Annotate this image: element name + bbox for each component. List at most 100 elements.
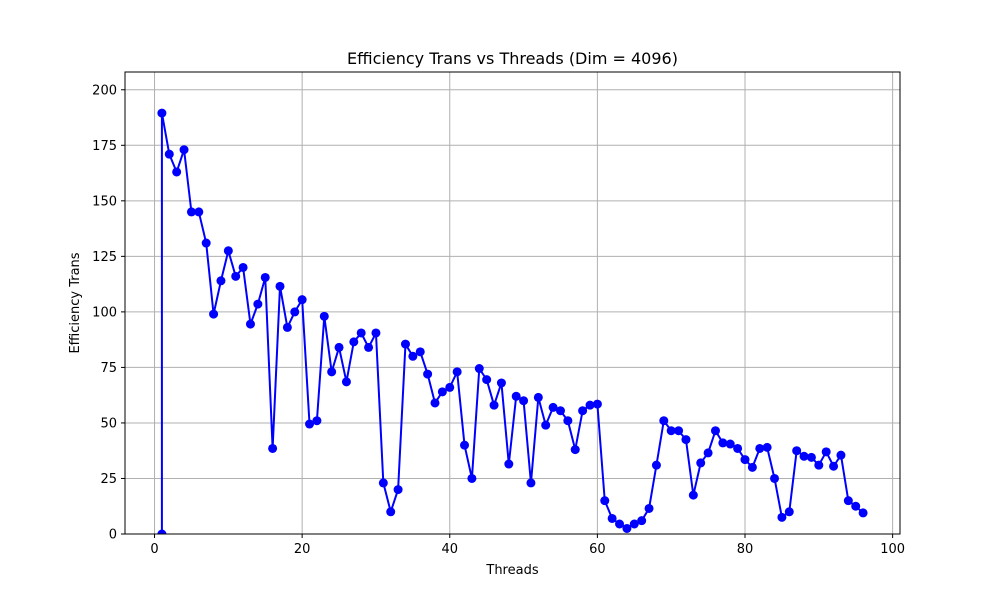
data-point [268, 443, 278, 453]
data-point [371, 328, 381, 338]
data-point [858, 508, 868, 518]
data-point [253, 299, 263, 309]
data-point [710, 426, 720, 436]
y-tick-label: 50 [100, 416, 117, 431]
data-point [290, 307, 300, 317]
data-point [460, 440, 470, 450]
y-tick-label: 150 [92, 194, 117, 209]
grid [125, 72, 900, 535]
data-point [533, 392, 543, 402]
data-point [718, 438, 728, 448]
data-point [445, 382, 455, 392]
data-point [297, 295, 307, 305]
data-point [836, 450, 846, 460]
data-point [681, 435, 691, 445]
data-point [806, 452, 816, 462]
data-point [209, 309, 219, 319]
data-point [437, 387, 447, 397]
data-point [489, 400, 499, 410]
data-point [615, 519, 625, 529]
data-point [452, 367, 462, 377]
y-axis-ticks: 0 25 50 75 100 125 150 175 200 [92, 83, 125, 543]
data-point [592, 399, 602, 409]
data-point [393, 485, 403, 495]
data-point [674, 426, 684, 436]
data-point [408, 351, 418, 361]
x-tick-label: 80 [737, 542, 754, 557]
data-point [378, 478, 388, 488]
y-tick-label: 125 [92, 250, 117, 265]
data-point [282, 322, 292, 332]
series-group [157, 108, 868, 534]
data-point [349, 337, 359, 347]
data-point [770, 473, 780, 483]
data-point [629, 519, 639, 529]
data-point [733, 443, 743, 453]
data-point [231, 271, 241, 281]
x-tick-label: 100 [880, 542, 905, 557]
data-point [740, 455, 750, 465]
chart-title: Efficiency Trans vs Threads (Dim = 4096) [347, 49, 678, 68]
data-point [223, 246, 233, 256]
data-point [260, 272, 270, 282]
data-point [644, 503, 654, 513]
plot-frame [124, 71, 901, 535]
data-point [511, 391, 521, 401]
y-axis-label: Efficiency Trans [68, 252, 83, 353]
data-point [555, 406, 565, 416]
data-point [659, 416, 669, 426]
data-point [327, 367, 337, 377]
y-tick-label: 100 [92, 305, 117, 320]
y-tick-label: 25 [100, 472, 117, 487]
data-point [504, 459, 514, 469]
data-point [843, 496, 853, 506]
y-tick-label: 200 [92, 83, 117, 98]
data-point [799, 451, 809, 461]
data-point [548, 402, 558, 412]
data-point [157, 529, 167, 534]
data-point [821, 447, 831, 457]
data-point [600, 496, 610, 506]
y-tick-label: 0 [109, 528, 117, 543]
data-point [637, 516, 647, 526]
x-tick-label: 60 [589, 542, 606, 557]
x-tick-label: 40 [441, 542, 458, 557]
data-point [194, 207, 204, 217]
y-tick-label: 75 [100, 361, 117, 376]
data-point [179, 145, 189, 155]
data-point [496, 378, 506, 388]
data-point [541, 420, 551, 430]
data-point [356, 328, 366, 338]
data-point [341, 377, 351, 387]
data-point [747, 462, 757, 472]
data-point [563, 416, 573, 426]
data-point [607, 513, 617, 523]
data-point [651, 460, 661, 470]
data-point [164, 149, 174, 159]
data-point [157, 108, 167, 118]
x-axis-ticks: 0 20 40 60 80 100 [150, 534, 905, 557]
data-point [400, 339, 410, 349]
data-point [334, 342, 344, 352]
data-point [784, 507, 794, 517]
data-point [696, 458, 706, 468]
data-point [829, 461, 839, 471]
data-point [275, 281, 285, 291]
data-point [585, 400, 595, 410]
data-point [519, 396, 529, 406]
x-tick-label: 20 [294, 542, 311, 557]
data-point [578, 406, 588, 416]
data-point [245, 319, 255, 329]
data-point [851, 501, 861, 511]
data-point [319, 311, 329, 321]
data-point [201, 238, 211, 248]
data-point [305, 419, 315, 429]
data-point [312, 416, 322, 426]
x-tick-label: 0 [150, 542, 158, 557]
data-point [482, 375, 492, 385]
y-tick-label: 175 [92, 139, 117, 154]
data-point [792, 446, 802, 456]
data-point [814, 460, 824, 470]
